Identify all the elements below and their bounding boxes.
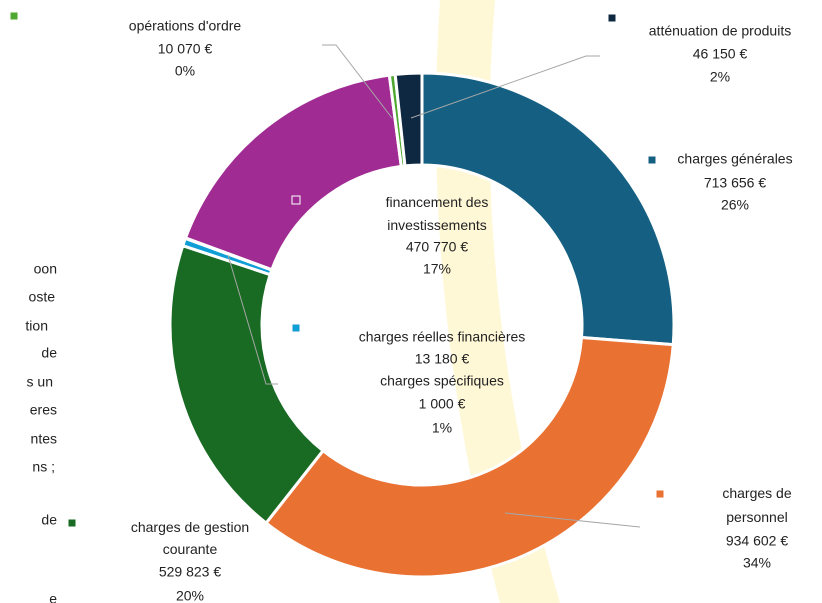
background-line: ns ; — [32, 459, 55, 475]
labels: charges générales 713 656 € 26% charges de p… — [9, 11, 793, 603]
leader-line — [504, 512, 641, 528]
category-label-line: charges de — [722, 485, 791, 501]
donut — [168, 71, 676, 579]
leader-line — [227, 254, 278, 385]
background-line: e — [49, 591, 57, 603]
percent-label: 1% — [432, 420, 452, 436]
category-label-line: personnel — [726, 509, 788, 525]
category-label-line: courante — [163, 541, 218, 557]
legend-marker — [67, 518, 77, 528]
value-label: 10 070 € — [158, 41, 213, 57]
legend-marker — [9, 11, 19, 21]
category-label: charges réelles financières — [359, 329, 526, 345]
value-label: 713 656 € — [704, 175, 766, 191]
slice — [264, 335, 675, 579]
background-line: oon — [34, 261, 57, 277]
leader-line — [322, 44, 393, 119]
category-label: atténuation de produits — [649, 23, 791, 39]
legend-marker — [607, 13, 617, 23]
percent-label: 20% — [176, 588, 204, 603]
legend-marker — [655, 489, 665, 499]
value-label: 470 770 € — [406, 239, 468, 255]
category-label: charges de gestion courante — [131, 519, 249, 557]
background-line: oste — [29, 289, 56, 305]
legend-marker — [291, 195, 301, 205]
category-label: charges de personnel — [722, 485, 791, 525]
background-line: s un — [27, 374, 53, 390]
slice — [420, 71, 676, 347]
leader-line — [410, 55, 600, 119]
value-label: 13 180 € — [415, 351, 470, 367]
percent-label: 0% — [175, 63, 195, 79]
category-label-line: charges de gestion — [131, 519, 249, 535]
slice — [183, 73, 403, 272]
value-label: 1 000 € — [419, 396, 466, 412]
leader-lines — [227, 44, 641, 528]
percent-label: 26% — [721, 197, 749, 213]
percent-label: 17% — [423, 261, 451, 277]
category-label-line: financement des — [386, 194, 489, 210]
background-line: tion — [25, 318, 48, 334]
slice — [393, 71, 424, 168]
percent-label: 34% — [743, 555, 771, 571]
category-label: opérations d'ordre — [129, 18, 242, 34]
category-label: charges spécifiques — [380, 373, 504, 389]
background-line: ntes — [31, 431, 57, 447]
legend-marker — [291, 323, 301, 333]
background-line: eres — [30, 402, 57, 418]
value-label: 529 823 € — [159, 564, 221, 580]
legend-marker — [647, 155, 657, 165]
category-label: charges générales — [677, 151, 792, 167]
value-label: 934 602 € — [726, 533, 788, 549]
value-label: 46 150 € — [693, 46, 748, 62]
category-label-line: investissements — [387, 217, 487, 233]
percent-label: 2% — [710, 69, 730, 85]
background-line: de — [41, 512, 57, 528]
background-text: oon oste tion de s un eres ntes ns ; de e — [25, 261, 57, 603]
category-label: financement des investissements — [386, 194, 489, 233]
slice — [168, 243, 326, 526]
background-line: de — [41, 345, 57, 361]
